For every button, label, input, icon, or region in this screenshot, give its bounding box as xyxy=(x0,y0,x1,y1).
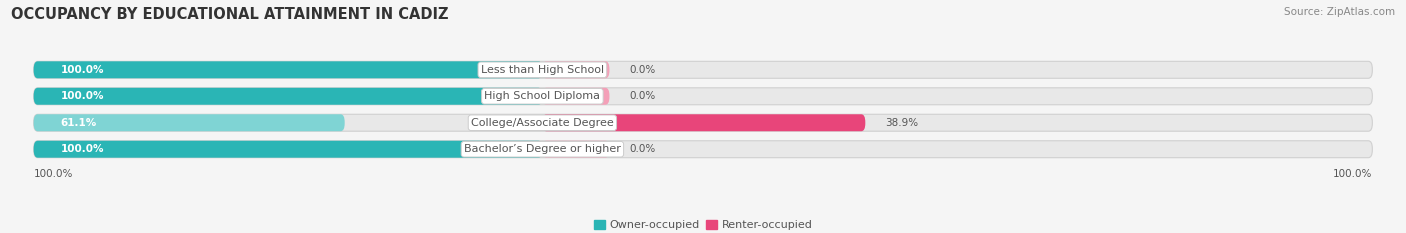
FancyBboxPatch shape xyxy=(34,88,543,105)
FancyBboxPatch shape xyxy=(34,61,1372,78)
Text: Bachelor’s Degree or higher: Bachelor’s Degree or higher xyxy=(464,144,621,154)
FancyBboxPatch shape xyxy=(34,88,1372,105)
FancyBboxPatch shape xyxy=(34,114,344,131)
FancyBboxPatch shape xyxy=(543,114,865,131)
Text: 0.0%: 0.0% xyxy=(630,144,655,154)
FancyBboxPatch shape xyxy=(34,114,1372,131)
Legend: Owner-occupied, Renter-occupied: Owner-occupied, Renter-occupied xyxy=(589,215,817,233)
Text: 0.0%: 0.0% xyxy=(630,91,655,101)
Text: 61.1%: 61.1% xyxy=(60,118,97,128)
Text: 100.0%: 100.0% xyxy=(60,144,104,154)
FancyBboxPatch shape xyxy=(34,141,1372,158)
Text: Source: ZipAtlas.com: Source: ZipAtlas.com xyxy=(1284,7,1395,17)
Text: College/Associate Degree: College/Associate Degree xyxy=(471,118,614,128)
Text: OCCUPANCY BY EDUCATIONAL ATTAINMENT IN CADIZ: OCCUPANCY BY EDUCATIONAL ATTAINMENT IN C… xyxy=(11,7,449,22)
Text: 38.9%: 38.9% xyxy=(886,118,918,128)
FancyBboxPatch shape xyxy=(34,61,543,78)
FancyBboxPatch shape xyxy=(543,141,609,158)
Text: 0.0%: 0.0% xyxy=(630,65,655,75)
FancyBboxPatch shape xyxy=(543,61,609,78)
Text: Less than High School: Less than High School xyxy=(481,65,605,75)
Text: 100.0%: 100.0% xyxy=(60,65,104,75)
FancyBboxPatch shape xyxy=(543,88,609,105)
FancyBboxPatch shape xyxy=(34,141,543,158)
Text: 100.0%: 100.0% xyxy=(34,169,73,179)
Text: 100.0%: 100.0% xyxy=(1333,169,1372,179)
Text: High School Diploma: High School Diploma xyxy=(485,91,600,101)
Text: 100.0%: 100.0% xyxy=(60,91,104,101)
